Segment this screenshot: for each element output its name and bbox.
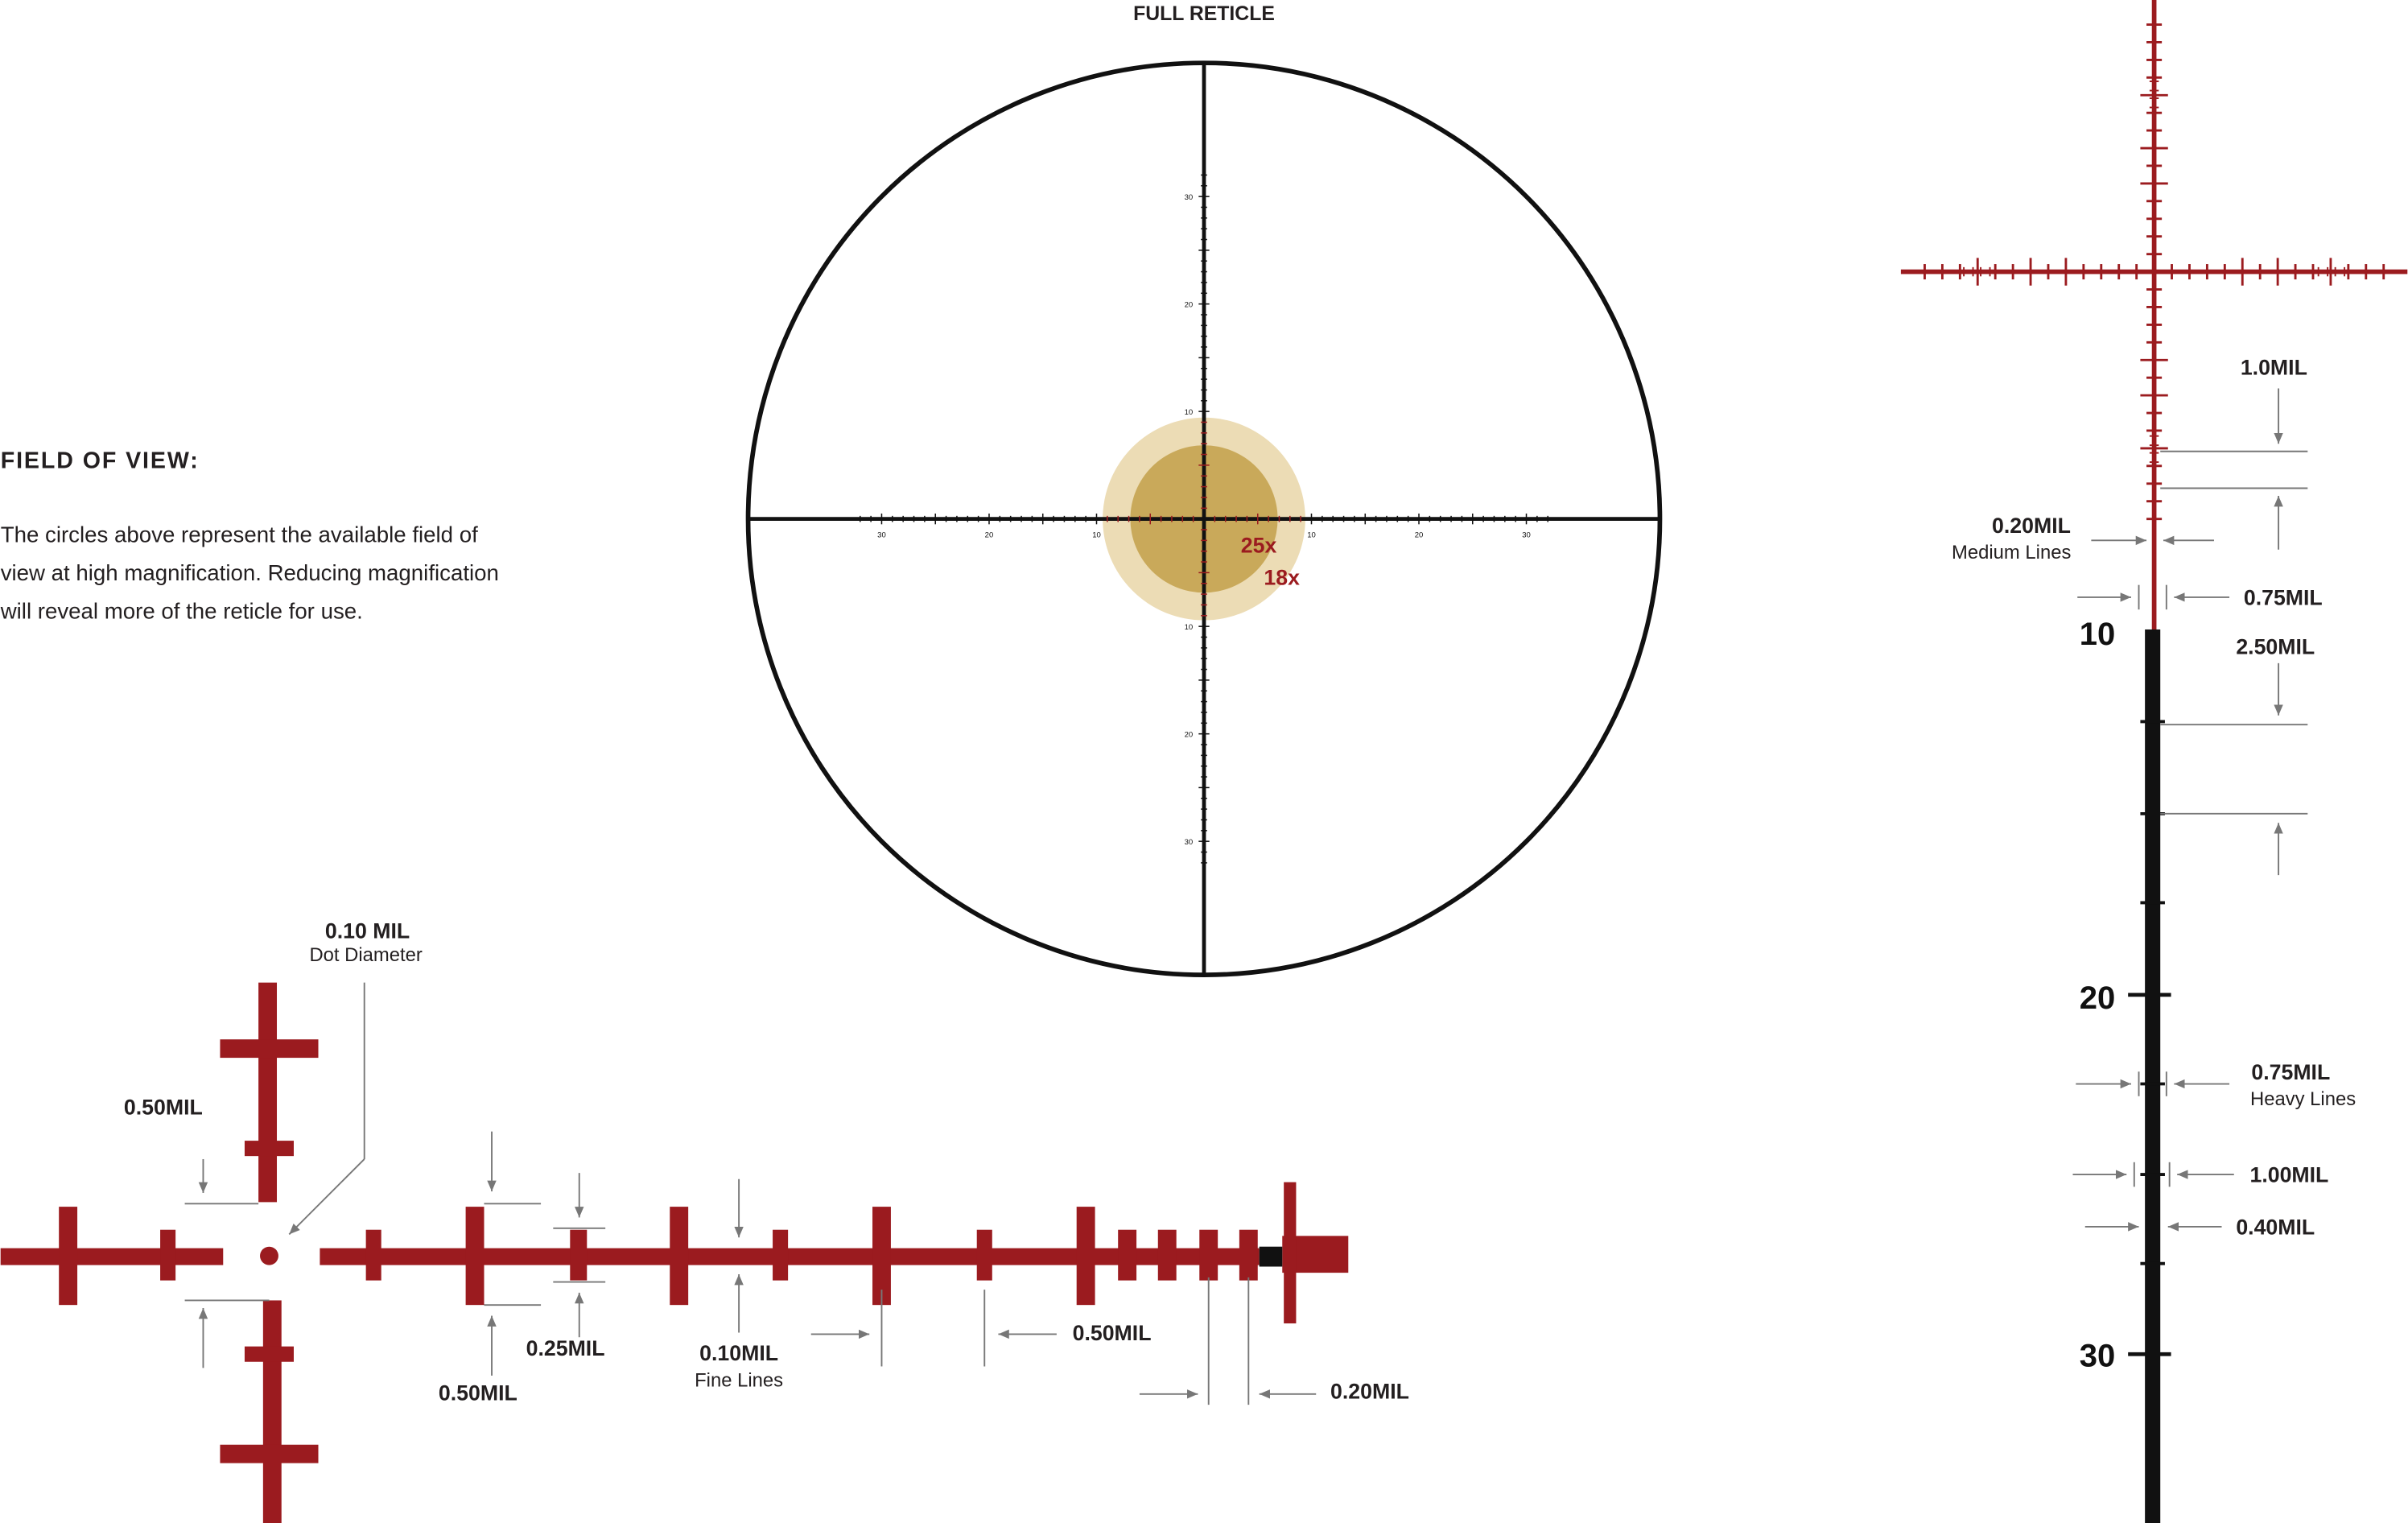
- callout-value: 1.0MIL: [2241, 355, 2307, 379]
- callout-value: 2.50MIL: [2236, 634, 2315, 658]
- callout-value: 0.40MIL: [2236, 1215, 2315, 1239]
- scale-label: 10: [2080, 617, 2116, 652]
- horizontal-detail: [0, 982, 1349, 1523]
- heavy-post: [2145, 629, 2161, 1523]
- callout-note: Dot Diameter: [309, 944, 422, 966]
- red-crosshair-v: [2151, 0, 2157, 633]
- reticle-scale-label: 10: [1185, 408, 1194, 417]
- reticle-ticks: 10 10 10 10 20 20 20 20 30 30 30 30: [860, 174, 1548, 864]
- annotations: [184, 388, 2308, 1405]
- callout-value: 0.50MIL: [124, 1096, 203, 1120]
- black-segment: [1259, 1246, 1283, 1267]
- reticle-scale-label: 20: [985, 531, 994, 540]
- reticle-scale-label: 30: [1185, 193, 1194, 202]
- reticle-scale-label: 10: [1185, 623, 1194, 632]
- reticle-scale-label: 20: [1185, 300, 1194, 309]
- callout-value: 0.50MIL: [1073, 1321, 1152, 1345]
- callout-note: Medium Lines: [1952, 542, 2071, 563]
- callout-value: 0.25MIL: [526, 1336, 605, 1360]
- callout-value: 0.10MIL: [699, 1341, 778, 1365]
- scale-label: 30: [2080, 1338, 2116, 1373]
- callout-note: Fine Lines: [695, 1369, 783, 1391]
- callout-value: 0.20MIL: [1330, 1380, 1409, 1404]
- callout-value: 1.00MIL: [2249, 1163, 2328, 1187]
- reticle-scale-label: 30: [1522, 531, 1531, 540]
- reticle-title: FULL RETICLE: [1133, 3, 1275, 25]
- callout-value: 0.75MIL: [2251, 1060, 2330, 1084]
- detail-ticks: [1924, 23, 2385, 1356]
- arrow: [288, 1158, 365, 1236]
- callout-value: 0.20MIL: [1992, 514, 2071, 538]
- reticle-scale-label: 30: [1185, 838, 1194, 847]
- fov-text: will reveal more of the reticle for use.: [0, 599, 363, 624]
- reticle-scale-label: 10: [1307, 531, 1316, 540]
- callout-note: Heavy Lines: [2250, 1088, 2356, 1110]
- reticle-scale-label: 30: [877, 531, 886, 540]
- fov-heading: FIELD OF VIEW:: [1, 448, 200, 474]
- reticle-scale-label: 10: [1092, 531, 1101, 540]
- fov-label: 18x: [1264, 566, 1300, 590]
- reticle-scale-label: 20: [1415, 531, 1424, 540]
- reticle-scale-label: 20: [1185, 730, 1194, 739]
- callout-value: 0.50MIL: [439, 1381, 517, 1405]
- callout-value: 0.75MIL: [2244, 585, 2323, 609]
- callout-value: 0.10 MIL: [325, 918, 410, 943]
- fov-label: 25x: [1241, 534, 1277, 558]
- fov-text: view at high magnification. Reducing mag…: [1, 560, 499, 585]
- scale-label: 20: [2080, 980, 2116, 1016]
- fov-text: The circles above represent the availabl…: [1, 522, 478, 547]
